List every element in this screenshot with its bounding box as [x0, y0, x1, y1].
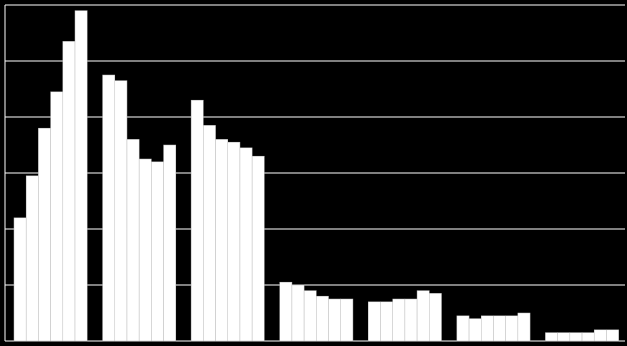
- bar: [215, 139, 228, 342]
- bar: [62, 41, 76, 342]
- bar: [74, 10, 88, 342]
- bar: [380, 301, 393, 342]
- bar: [493, 315, 506, 342]
- bar: [545, 332, 558, 342]
- bar: [163, 144, 177, 342]
- bar: [368, 301, 381, 342]
- bar: [316, 295, 329, 342]
- bar: [606, 329, 619, 342]
- bar: [13, 217, 27, 342]
- bar: [303, 290, 317, 342]
- bar: [102, 74, 116, 342]
- bar: [38, 127, 51, 342]
- bar: [328, 298, 341, 342]
- bar: [239, 147, 253, 342]
- bar: [517, 312, 531, 342]
- bar: [251, 155, 265, 342]
- bar: [505, 315, 519, 342]
- bar: [468, 318, 482, 342]
- bar: [340, 298, 354, 342]
- bar: [151, 161, 164, 342]
- bar: [279, 281, 293, 342]
- bar: [126, 139, 140, 342]
- bar: [404, 298, 418, 342]
- bar: [593, 329, 607, 342]
- bar: [203, 125, 216, 342]
- bar: [227, 141, 241, 342]
- bar: [291, 284, 305, 342]
- bar: [25, 175, 39, 342]
- bar: [557, 332, 571, 342]
- bar: [456, 315, 470, 342]
- bar: [581, 332, 595, 342]
- bar: [569, 332, 583, 342]
- bar: [190, 99, 204, 342]
- bar: [114, 80, 128, 342]
- bar: [481, 315, 494, 342]
- bar: [416, 290, 430, 342]
- bar: [138, 158, 152, 342]
- bar: [392, 298, 406, 342]
- bar: [429, 293, 442, 342]
- bar: [50, 91, 64, 342]
